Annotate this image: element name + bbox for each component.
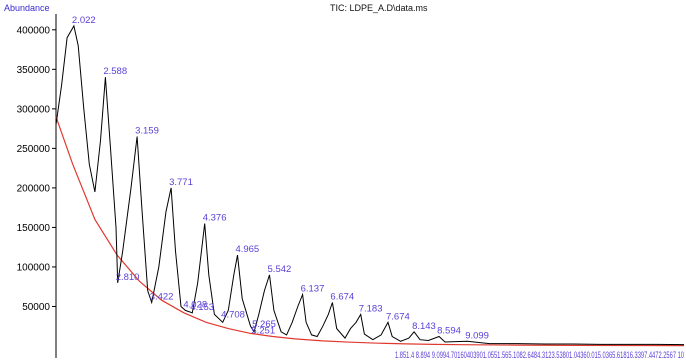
peak-label: 4.708 bbox=[221, 310, 245, 321]
tic-trace bbox=[55, 24, 685, 346]
peak-label: 4.028 bbox=[183, 299, 207, 310]
peak-label: 3.771 bbox=[169, 177, 193, 188]
peak-label: 2.022 bbox=[72, 15, 96, 26]
peak-label: 8.143 bbox=[412, 321, 436, 332]
peak-label: 4.965 bbox=[235, 244, 259, 255]
peak-labels: 2.022 2.588 3.159 3.771 4.376 2.810 4.965 3.422… bbox=[72, 15, 489, 341]
peak-label: 4.376 bbox=[203, 212, 227, 223]
peak-label: 6.137 bbox=[301, 284, 325, 295]
y-tick-label: 400000 bbox=[17, 25, 51, 36]
peak-label: 7.674 bbox=[386, 311, 410, 322]
peak-label: 2.810 bbox=[116, 272, 140, 283]
peak-label: 2.588 bbox=[103, 66, 127, 77]
y-tick-label: 250000 bbox=[17, 144, 51, 155]
peak-label: 5.251 bbox=[251, 326, 275, 337]
baseline-curve bbox=[55, 116, 685, 347]
peak-label: 6.674 bbox=[330, 292, 354, 303]
y-tick-label: 50000 bbox=[22, 302, 50, 313]
peak-label: 5.542 bbox=[268, 264, 292, 275]
y-ticks: 50000 100000 150000 200000 250000 300000 35000… bbox=[17, 25, 56, 313]
y-axis-label: Abundance bbox=[4, 3, 50, 13]
peak-label: 3.159 bbox=[135, 126, 159, 137]
y-tick-label: 100000 bbox=[17, 262, 51, 273]
chart-title: TIC: LDPE_A.D\data.ms bbox=[330, 3, 428, 13]
peak-label: 3.422 bbox=[150, 292, 174, 303]
y-tick-label: 350000 bbox=[17, 65, 51, 76]
peak-label: 9.099 bbox=[465, 330, 489, 341]
peak-label: 8.594 bbox=[437, 326, 461, 337]
crowded-peak-labels: 1.851.4 8.894 9.0994.70160403901.0551.56… bbox=[395, 350, 684, 361]
peak-label: 5.265 bbox=[252, 319, 276, 330]
peak-label: 7.183 bbox=[359, 303, 383, 314]
y-tick-label: 200000 bbox=[17, 183, 51, 194]
y-tick-label: 300000 bbox=[17, 104, 51, 115]
y-tick-label: 150000 bbox=[17, 223, 51, 234]
peak-label: 4.153 bbox=[190, 302, 214, 313]
